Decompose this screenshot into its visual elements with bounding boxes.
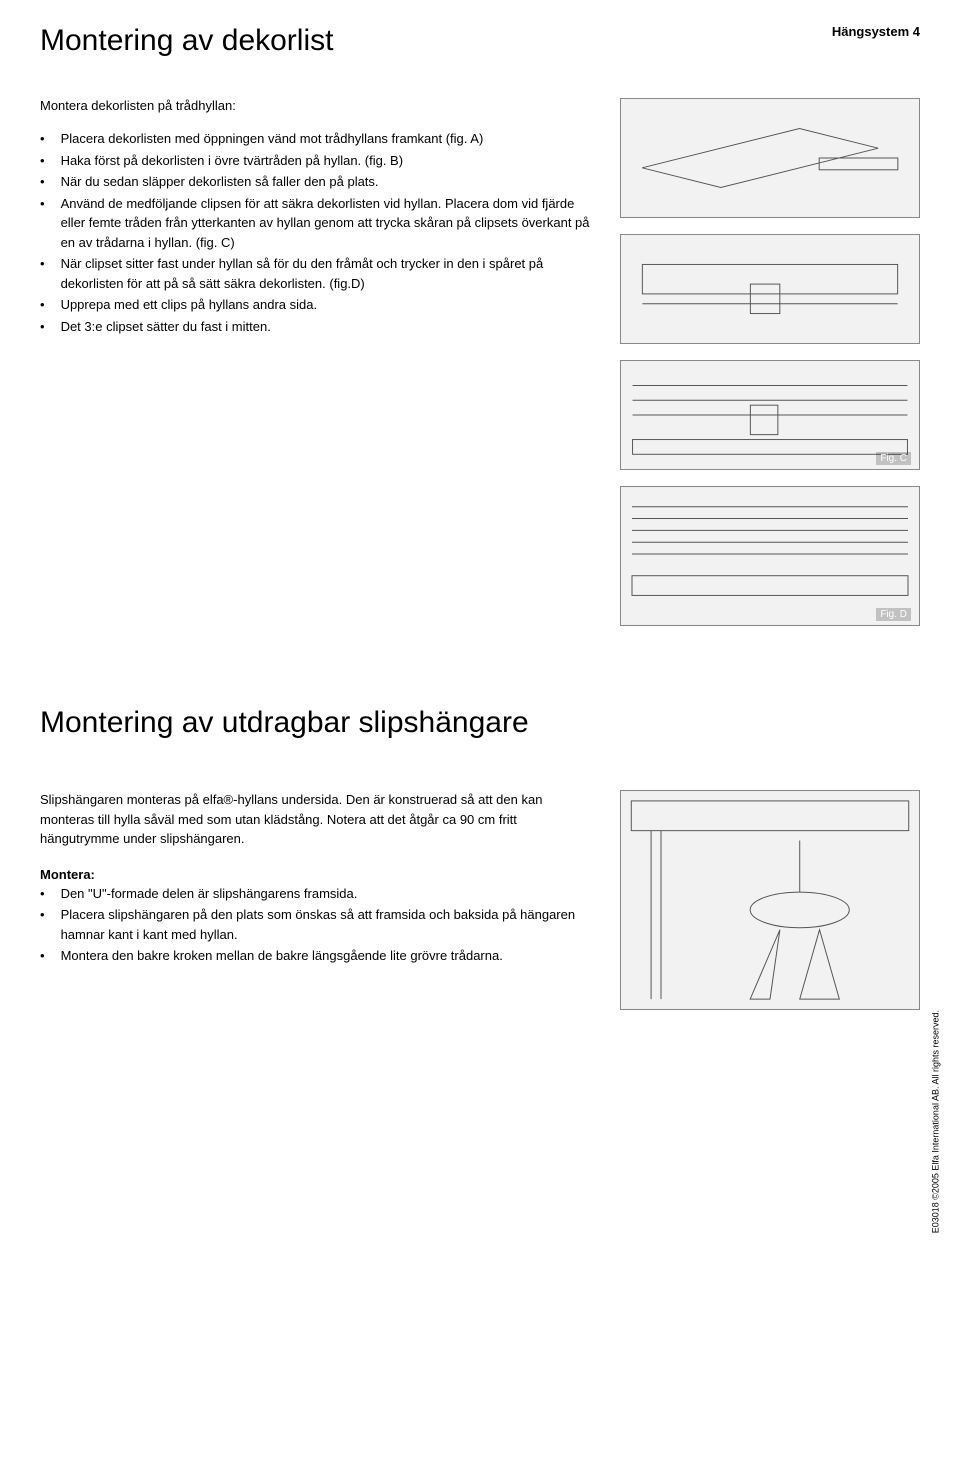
figure-d-label: Fig. D [876,608,911,621]
section2-intro: Slipshängaren monteras på elfa®-hyllans … [40,790,590,849]
section2-bullet-list: Den "U"-formade delen är slipshängarens … [40,884,590,966]
section1-title: Montering av dekorlist [40,24,333,58]
list-item: Det 3:e clipset sätter du fast i mitten. [40,317,590,337]
bullet-text: Placera slipshängaren på den plats som ö… [61,905,590,944]
list-item: Placera slipshängaren på den plats som ö… [40,905,590,944]
list-item: Använd de medföljande clipsen för att sä… [40,194,590,253]
bullet-text: Den "U"-formade delen är slipshängarens … [61,884,358,904]
bullet-text: Placera dekorlisten med öppningen vänd m… [61,129,484,149]
list-item: Placera dekorlisten med öppningen vänd m… [40,129,590,149]
list-item: När clipset sitter fast under hyllan så … [40,254,590,293]
bullet-text: Använd de medföljande clipsen för att sä… [61,194,590,253]
section2-title: Montering av utdragbar slipshängare [40,706,920,740]
figure-c-label: Fig. C [876,452,911,465]
bullet-text: När clipset sitter fast under hyllan så … [61,254,590,293]
list-item: Den "U"-formade delen är slipshängarens … [40,884,590,904]
list-item: Montera den bakre kroken mellan de bakre… [40,946,590,966]
section1-text-column: Montera dekorlisten på trådhyllan: Place… [40,98,590,626]
figure-hanger [620,790,920,1010]
figure-d: Fig. D [620,486,920,626]
section1-subtitle: Montera dekorlisten på trådhyllan: [40,98,590,113]
montera-label: Montera: [40,867,590,882]
list-item: När du sedan släpper dekorlisten så fall… [40,172,590,192]
footer-code: E03018 ©2005 Elfa International AB. All … [930,1010,940,1233]
bullet-text: Haka först på dekorlisten i övre tvärtrå… [61,151,404,171]
list-item: Haka först på dekorlisten i övre tvärtrå… [40,151,590,171]
figure-b [620,234,920,344]
section1-bullet-list: Placera dekorlisten med öppningen vänd m… [40,129,590,336]
bullet-text: Montera den bakre kroken mellan de bakre… [61,946,503,966]
section1-figures: Fig. C Fig. D [620,98,920,626]
bullet-text: Upprepa med ett clips på hyllans andra s… [61,295,318,315]
bullet-text: Det 3:e clipset sätter du fast i mitten. [61,317,271,337]
section2-text-column: Slipshängaren monteras på elfa®-hyllans … [40,790,590,1010]
page-label: Hängsystem 4 [832,24,920,39]
list-item: Upprepa med ett clips på hyllans andra s… [40,295,590,315]
figure-a [620,98,920,218]
figure-c: Fig. C [620,360,920,470]
bullet-text: När du sedan släpper dekorlisten så fall… [61,172,379,192]
section2-figure [620,790,920,1010]
